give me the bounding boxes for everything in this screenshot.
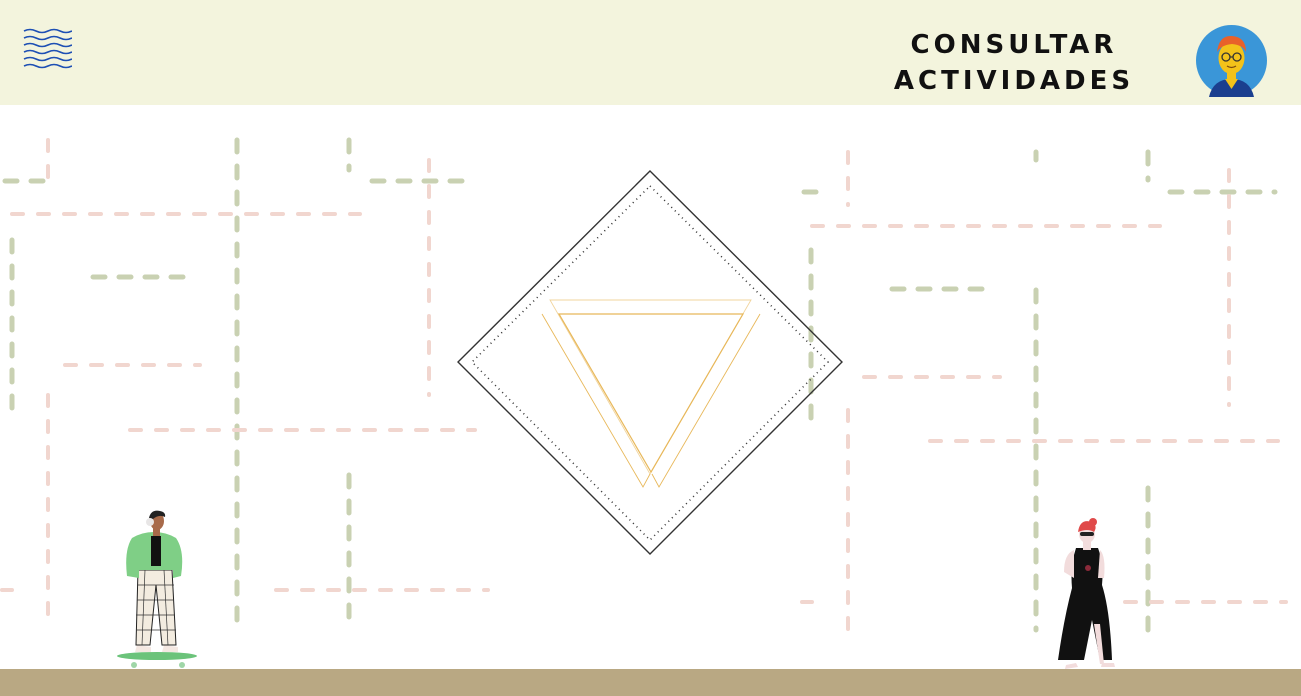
- page-title: CONSULTAR ACTIVIDADES: [880, 27, 1148, 99]
- header-bar: CONSULTAR ACTIVIDADES: [0, 0, 1301, 105]
- skateboarder-illustration: [117, 510, 197, 668]
- page-title-line-2: ACTIVIDADES: [893, 66, 1135, 96]
- ground-strip: [0, 669, 1301, 696]
- page-title-line-1: CONSULTAR: [910, 30, 1118, 60]
- background-maze-pattern: [0, 137, 1288, 637]
- walking-woman-illustration: [1058, 518, 1115, 669]
- user-avatar-icon: [1196, 25, 1267, 97]
- avatar[interactable]: [1195, 24, 1268, 97]
- diamond-triangle-logo: [457, 170, 843, 555]
- menu-button[interactable]: [22, 27, 73, 69]
- wavy-menu-icon: [23, 28, 73, 69]
